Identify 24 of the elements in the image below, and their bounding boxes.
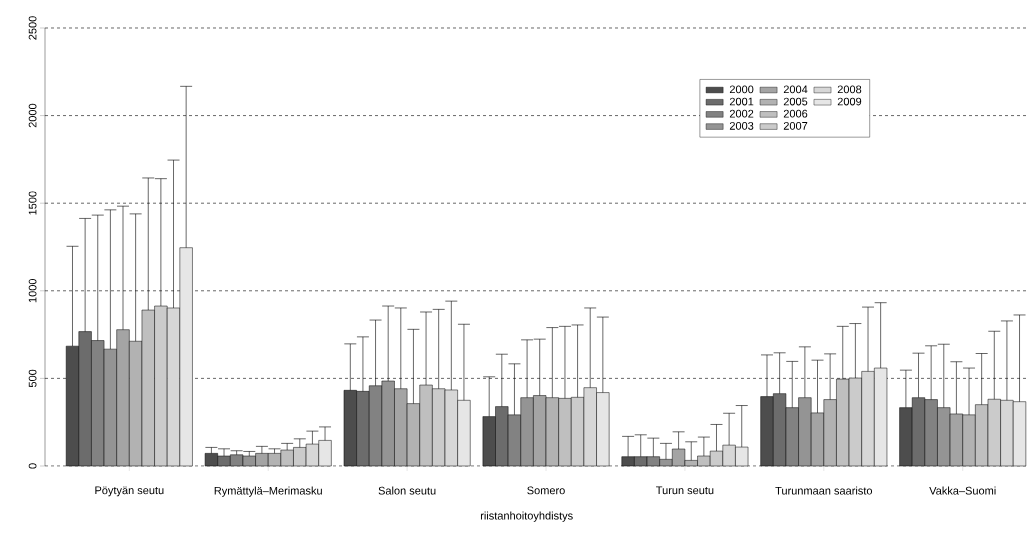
legend-label: 2004 (783, 85, 808, 94)
y-tick-label: 500 (28, 369, 37, 388)
legend-label: 2003 (729, 121, 754, 130)
legend-label: 2006 (783, 109, 808, 118)
x-axis-title: riistanhoitoyhdistys (480, 511, 573, 522)
y-tick-label: 2000 (28, 103, 37, 128)
x-tick-label: Rymättylä–Merimasku (214, 486, 322, 497)
legend-label: 2000 (729, 85, 754, 94)
legend-label: 2007 (783, 121, 808, 130)
y-tick-label: 2500 (28, 16, 37, 40)
legend-label: 2005 (783, 97, 808, 106)
y-tick-label: 1000 (28, 279, 37, 303)
x-tick-label: Salon seutu (378, 486, 436, 495)
legend-label: 2009 (837, 97, 862, 106)
y-tick-label: 1500 (28, 191, 37, 215)
legend-label: 2008 (837, 85, 862, 94)
legend-label: 2001 (729, 97, 754, 106)
y-tick-label: 0 (28, 463, 37, 469)
x-tick-label: Turun seutu (656, 486, 714, 495)
legend-label: 2002 (729, 109, 754, 118)
x-tick-label: Somero (527, 486, 565, 495)
x-tick-label: Vakka–Suomi (929, 486, 996, 495)
x-tick-label: Pöytyän seutu (95, 486, 164, 497)
x-tick-label: Turunmaan saaristo (775, 486, 873, 495)
